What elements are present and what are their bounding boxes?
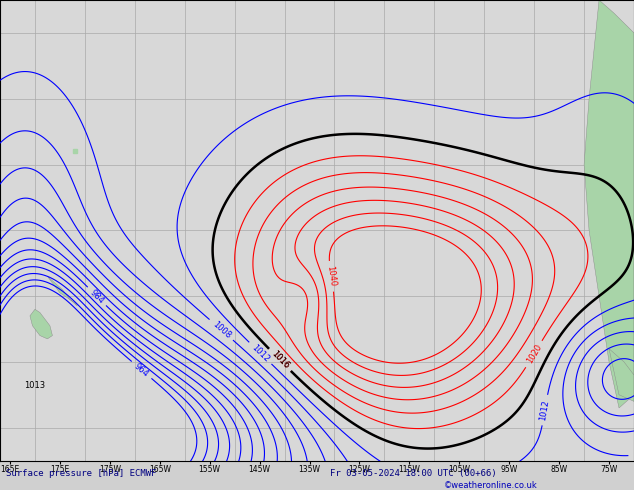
Text: 1016: 1016 [269,349,290,370]
Text: 1013: 1013 [24,381,46,390]
Text: 1012: 1012 [250,343,271,364]
Text: Fr 03-05-2024 18:00 UTC (00+66): Fr 03-05-2024 18:00 UTC (00+66) [330,469,496,478]
Polygon shape [48,276,77,306]
Polygon shape [584,0,634,408]
Polygon shape [30,309,53,339]
Text: 1008: 1008 [633,447,634,460]
Text: 1020: 1020 [525,343,543,366]
Text: ©weatheronline.co.uk: ©weatheronline.co.uk [444,481,538,490]
Text: 964: 964 [133,362,150,379]
Text: 1008: 1008 [210,319,232,340]
Text: 984: 984 [88,288,106,305]
Text: Surface pressure [hPa] ECMWF: Surface pressure [hPa] ECMWF [6,469,157,478]
Text: 1012: 1012 [539,399,551,421]
Text: 1040: 1040 [325,265,337,287]
Text: 1016: 1016 [269,349,290,370]
Polygon shape [609,349,634,401]
